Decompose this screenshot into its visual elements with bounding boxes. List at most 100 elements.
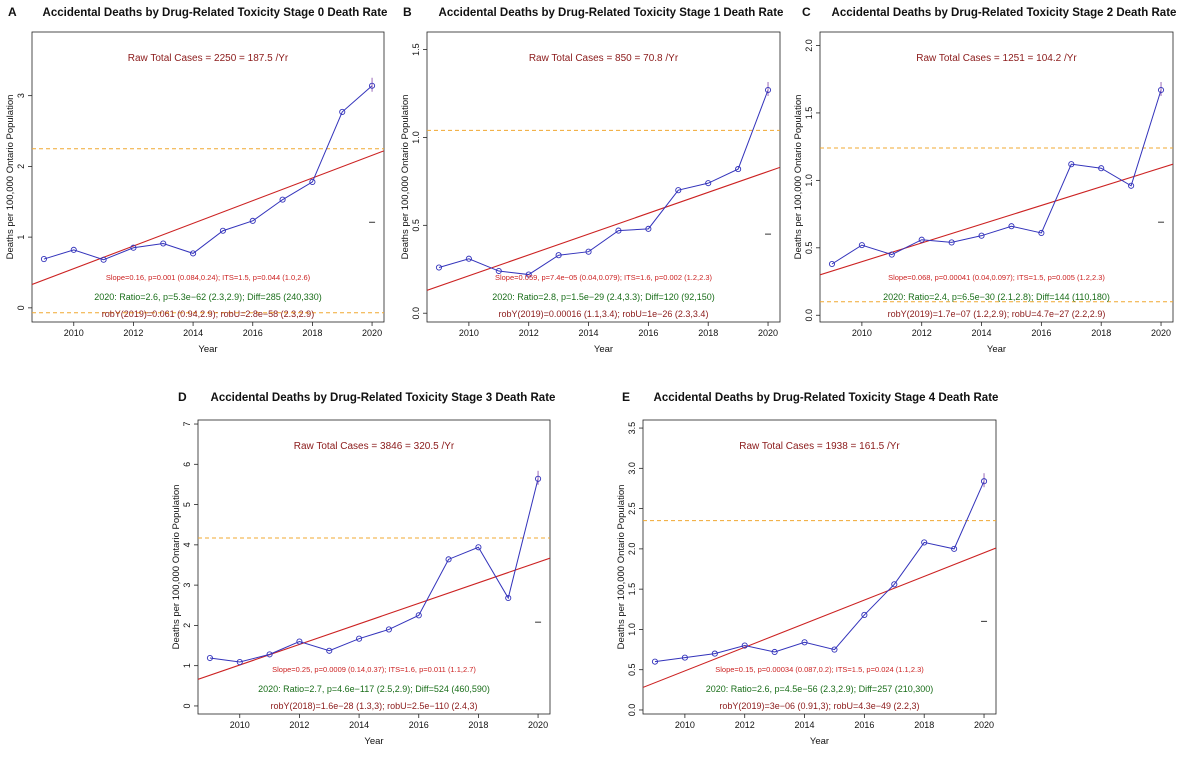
x-tick-label: 2018 (468, 720, 488, 730)
slope-annotation: Slope=0.15, p=0.00034 (0.087,0.2); ITS=1… (715, 665, 924, 674)
slope-annotation: Slope=0.059, p=7.4e−05 (0.04,0.079); ITS… (495, 273, 713, 282)
data-point (445, 556, 452, 563)
x-tick-label: 2020 (1151, 328, 1171, 338)
data-point (266, 651, 273, 658)
x-tick-label: 2014 (972, 328, 992, 338)
data-point (828, 260, 836, 268)
y-tick-label: 3 (182, 583, 192, 588)
data-point (495, 267, 502, 275)
data-point (735, 166, 742, 173)
y-axis-label: Deaths per 100,000 Ontario Population (793, 95, 804, 260)
data-point (190, 250, 197, 257)
data-point (130, 244, 137, 251)
data-point (309, 178, 316, 186)
x-tick-label: 2010 (459, 328, 479, 338)
rob-annotation: robY(2018)=1.6e−28 (1.3,3); robU=2.5e−11… (271, 701, 478, 711)
y-tick-label: 1.5 (411, 43, 421, 56)
regression-line (427, 166, 780, 291)
x-tick-label: 2012 (519, 328, 539, 338)
y-tick-label: 3.0 (627, 462, 637, 475)
data-point (705, 180, 712, 187)
data-point (326, 647, 333, 654)
data-point (160, 240, 167, 247)
x-tick-label: 2018 (698, 328, 718, 338)
y-tick-label: 0 (16, 305, 26, 310)
y-tick-label: 1.0 (804, 174, 814, 187)
y-tick-label: 3.5 (627, 422, 637, 435)
x-tick-label: 2020 (758, 328, 778, 338)
data-point (888, 251, 895, 258)
data-point (645, 225, 652, 232)
data-point (40, 255, 47, 263)
data-point (1128, 182, 1135, 189)
x-tick-label: 2016 (243, 328, 263, 338)
y-tick-label: 2.0 (804, 39, 814, 52)
data-point (339, 108, 346, 115)
rob-annotation: robY(2019)=3e−06 (0.91,3); robU=4.3e−49 … (719, 701, 919, 711)
data-point (385, 626, 392, 633)
data-point (475, 544, 482, 551)
x-tick-label: 2016 (409, 720, 429, 730)
regression-line (820, 163, 1173, 276)
x-tick-label: 2012 (912, 328, 932, 338)
data-point (465, 255, 472, 262)
data-point (1008, 223, 1015, 230)
x-tick-label: 2020 (974, 720, 994, 730)
x-tick-label: 2018 (1091, 328, 1111, 338)
y-tick-label: 1.0 (627, 623, 637, 636)
data-point (675, 187, 682, 194)
x-tick-label: 2014 (183, 328, 203, 338)
x-tick-label: 2010 (230, 720, 250, 730)
data-point (978, 232, 985, 239)
y-axis-label: Deaths per 100,000 Ontario Population (400, 95, 411, 260)
y-tick-label: 1 (16, 235, 26, 240)
series-line (831, 89, 1162, 265)
data-point (771, 648, 778, 656)
data-point (535, 475, 542, 482)
y-tick-label: 0.0 (804, 309, 814, 322)
y-tick-label: 1.5 (804, 107, 814, 120)
chart-title: Accidental Deaths by Drug-Related Toxici… (832, 7, 1177, 19)
x-tick-label: 2014 (579, 328, 599, 338)
x-tick-label: 2014 (349, 720, 369, 730)
data-point (858, 242, 865, 249)
y-tick-label: 6 (182, 462, 192, 467)
panel-c: C Accidental Deaths by Drug-Related Toxic… (793, 5, 1176, 355)
data-point (980, 478, 988, 485)
y-tick-label: 3 (16, 93, 26, 98)
y-tick-label: 1.5 (627, 583, 637, 596)
raw-total-cases: Raw Total Cases = 3846 = 320.5 /Yr (294, 441, 455, 452)
data-point (236, 658, 243, 666)
y-tick-label: 2 (16, 164, 26, 169)
panel-e: E Accidental Deaths by Drug-Related Toxic… (616, 390, 998, 747)
y-tick-label: 2 (182, 623, 192, 628)
data-point (741, 642, 748, 649)
panel-label: E (622, 390, 630, 404)
data-point (921, 539, 928, 546)
data-point (891, 581, 898, 588)
x-tick-label: 2014 (795, 720, 815, 730)
panel-label: B (403, 5, 412, 19)
plot-frame (31, 31, 385, 323)
data-point (764, 86, 772, 94)
series-line (209, 478, 539, 663)
x-tick-label: 2020 (528, 720, 548, 730)
data-point (525, 271, 532, 278)
data-point (1038, 229, 1045, 237)
y-axis-label: Deaths per 100,000 Ontario Population (5, 95, 16, 260)
data-point (296, 638, 303, 645)
plot-frame (819, 31, 1174, 323)
rob-annotation: robY(2019)=0.00016 (1.1,3.4); robU=1e−26… (499, 309, 709, 319)
y-tick-label: 1 (182, 663, 192, 668)
x-axis-label: Year (594, 344, 613, 355)
data-point (70, 246, 77, 253)
ratio-annotation: 2020: Ratio=2.6, p=4.5e−56 (2.3,2.9); Di… (706, 684, 934, 694)
x-axis-label: Year (987, 344, 1006, 355)
data-point (711, 650, 718, 657)
y-tick-label: 0.5 (627, 663, 637, 676)
y-tick-label: 0.5 (804, 242, 814, 255)
chart-title: Accidental Deaths by Drug-Related Toxici… (43, 7, 388, 19)
x-tick-label: 2018 (914, 720, 934, 730)
x-tick-label: 2010 (675, 720, 695, 730)
data-point (651, 658, 659, 665)
